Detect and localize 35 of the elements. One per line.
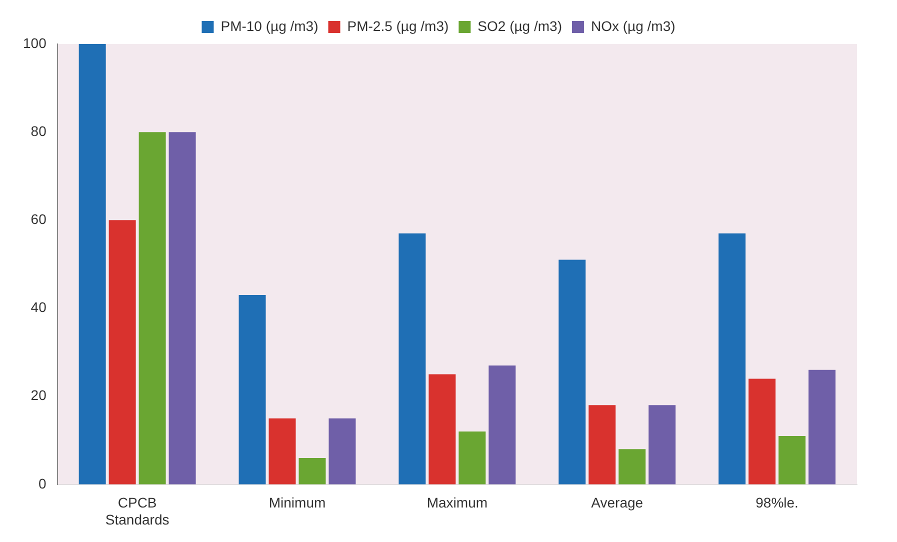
bar — [78, 44, 106, 484]
bar — [428, 374, 456, 484]
x-tick-label: Maximum — [426, 494, 488, 511]
bar — [138, 132, 166, 484]
bar — [648, 405, 676, 484]
x-tick-label: Minimum — [268, 494, 326, 511]
bar — [458, 432, 486, 484]
bar — [268, 418, 296, 484]
y-tick-label: 80 — [30, 122, 47, 139]
y-tick-label: 40 — [30, 299, 47, 316]
bar — [778, 436, 806, 484]
x-tick-label: CPCB Standards — [105, 494, 170, 528]
bar — [588, 405, 616, 484]
y-tick-label: 60 — [30, 211, 47, 228]
bar — [328, 418, 356, 484]
legend-label: SO2 (µg /m3) — [478, 18, 562, 34]
bar — [488, 365, 516, 484]
legend-label: NOx (µg /m3) — [590, 18, 676, 34]
bar — [398, 233, 426, 484]
bar — [618, 449, 646, 484]
bar — [238, 295, 266, 484]
y-tick-label: 20 — [30, 387, 47, 404]
bar — [808, 370, 836, 484]
bar — [108, 220, 136, 484]
y-tick-label: 100 — [23, 34, 47, 51]
x-tick-label: 98%le. — [756, 494, 798, 511]
bar — [558, 260, 586, 484]
bar — [718, 233, 746, 484]
bar — [168, 132, 196, 484]
bar — [748, 378, 776, 484]
legend-label: PM-2.5 (µg /m3) — [347, 18, 449, 34]
bar — [298, 458, 326, 484]
y-tick-label: 0 — [38, 475, 47, 492]
x-tick-label: Average — [591, 494, 644, 511]
legend-label: PM-10 (µg /m3) — [220, 18, 318, 34]
